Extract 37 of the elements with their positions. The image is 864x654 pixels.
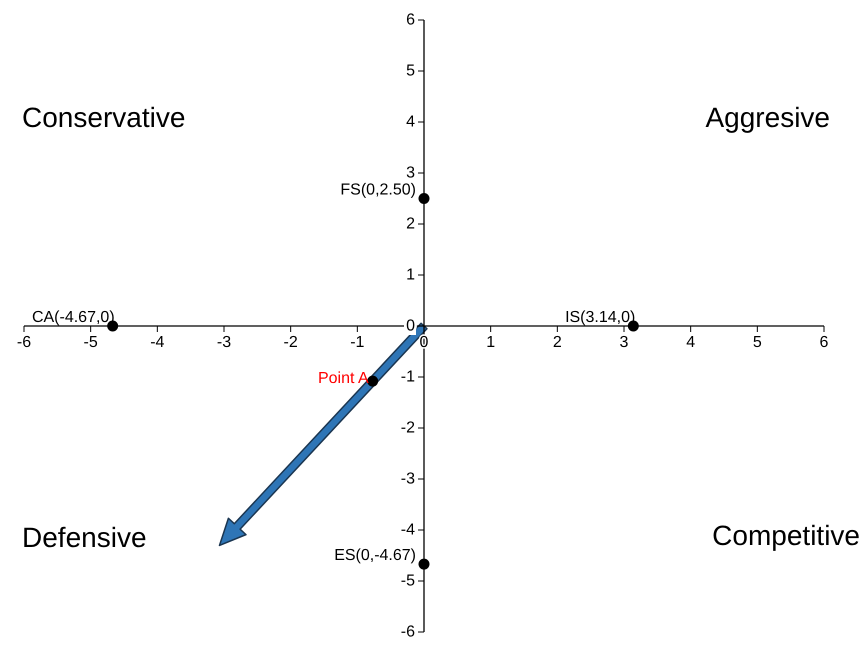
y-tick-label: -5 [400, 572, 416, 590]
annotation: CA(-4.67,0) [32, 309, 115, 326]
y-tick-label: 6 [406, 12, 416, 28]
x-tick-label: -2 [284, 334, 298, 351]
x-tick-label: 1 [486, 334, 496, 351]
point [418, 558, 430, 570]
x-tick-label: -1 [350, 334, 365, 351]
annotation: Conservative [22, 102, 186, 133]
annotation: ES(0,-4.67) [334, 547, 416, 564]
x-tick-label: 2 [552, 334, 562, 351]
x-tick-label: 3 [620, 334, 629, 351]
annotation: FS(0,2.50) [340, 182, 416, 198]
y-tick-label: 0 [406, 318, 416, 334]
y-tick-label: -4 [400, 522, 416, 538]
y-tick-label: -1 [400, 368, 416, 386]
x-tick-label: -4 [150, 334, 165, 351]
x-tick-label: 6 [820, 334, 829, 351]
y-tick-label: 1 [406, 266, 416, 284]
annotation: IS(3.14,0) [565, 309, 636, 326]
y-tick-label: -2 [400, 420, 416, 436]
annotation: Aggresive [705, 102, 830, 133]
y-tick-label: 5 [406, 62, 416, 80]
y-tick-label: 2 [406, 216, 416, 232]
annotation: Defensive [22, 522, 147, 553]
y-tick-label: -6 [400, 624, 416, 640]
y-tick-label: 3 [406, 164, 416, 182]
y-tick-label: 4 [406, 114, 416, 130]
point [367, 376, 378, 387]
x-tick-label: -3 [216, 334, 232, 351]
annotation: Competitive [712, 520, 860, 551]
x-tick-label: 4 [686, 334, 696, 351]
y-tick-label: -3 [400, 470, 416, 488]
x-tick-label: -6 [16, 334, 32, 351]
point [418, 193, 430, 204]
x-tick-label: 5 [752, 334, 762, 351]
x-tick-label: -5 [84, 334, 98, 351]
series-label: Point A [318, 370, 369, 388]
